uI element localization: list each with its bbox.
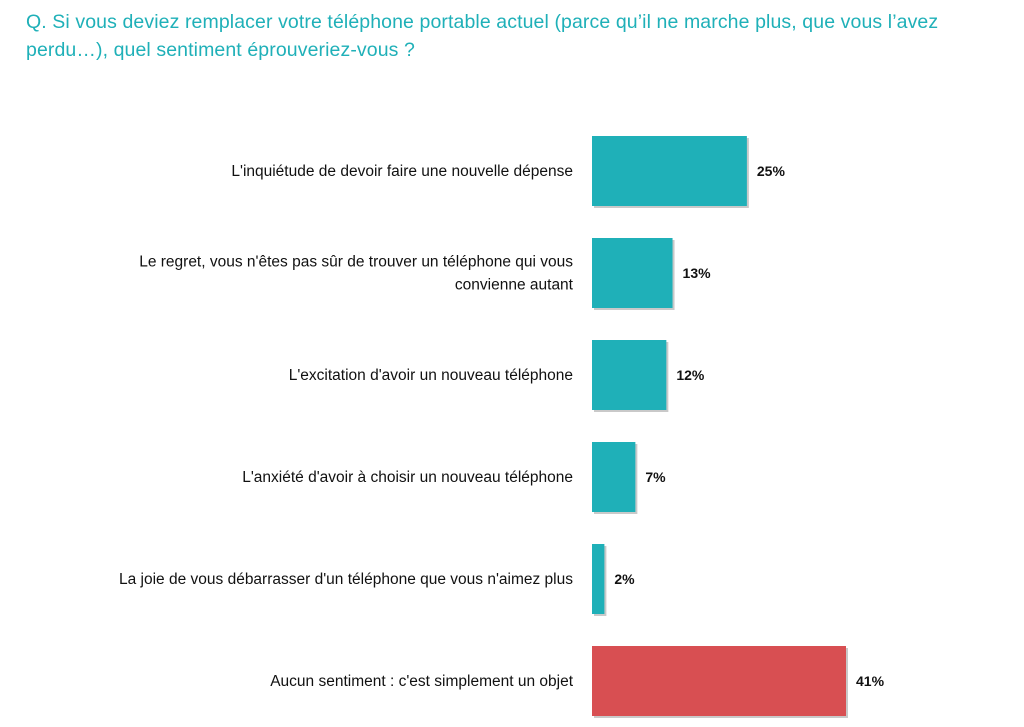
chart-title: Q. Si vous deviez remplacer votre téléph…	[26, 11, 939, 61]
category-label-line: L'inquiétude de devoir faire une nouvell…	[231, 163, 573, 180]
bar	[592, 646, 846, 716]
category-label-line: L'anxiété d'avoir à choisir un nouveau t…	[242, 469, 573, 486]
category-label: La joie de vous débarrasser d'un télépho…	[119, 571, 573, 588]
category-label: Le regret, vous n'êtes pas sûr de trouve…	[139, 254, 573, 294]
bar	[592, 238, 673, 308]
bar	[592, 544, 605, 614]
bar	[592, 136, 747, 206]
category-label: Aucun sentiment : c'est simplement un ob…	[270, 673, 573, 690]
category-label: L'excitation d'avoir un nouveau téléphon…	[289, 367, 573, 384]
value-label: 2%	[614, 571, 635, 587]
category-label: L'inquiétude de devoir faire une nouvell…	[231, 163, 573, 180]
bar	[592, 442, 636, 512]
category-label-line: Aucun sentiment : c'est simplement un ob…	[270, 673, 573, 690]
bars-layer: 25% L'inquiétude de devoir faire une nouv…	[119, 136, 885, 718]
category-label-line: L'excitation d'avoir un nouveau téléphon…	[289, 367, 573, 384]
value-label: 12%	[676, 367, 705, 383]
category-label-line: La joie de vous débarrasser d'un télépho…	[119, 571, 573, 588]
category-label-line: convienne autant	[455, 277, 574, 294]
value-label: 41%	[856, 673, 885, 689]
value-label: 7%	[645, 469, 666, 485]
category-label-line: Le regret, vous n'êtes pas sûr de trouve…	[139, 254, 573, 271]
bar	[592, 340, 667, 410]
value-label: 13%	[683, 265, 712, 281]
category-label: L'anxiété d'avoir à choisir un nouveau t…	[242, 469, 573, 486]
value-label: 25%	[757, 163, 786, 179]
